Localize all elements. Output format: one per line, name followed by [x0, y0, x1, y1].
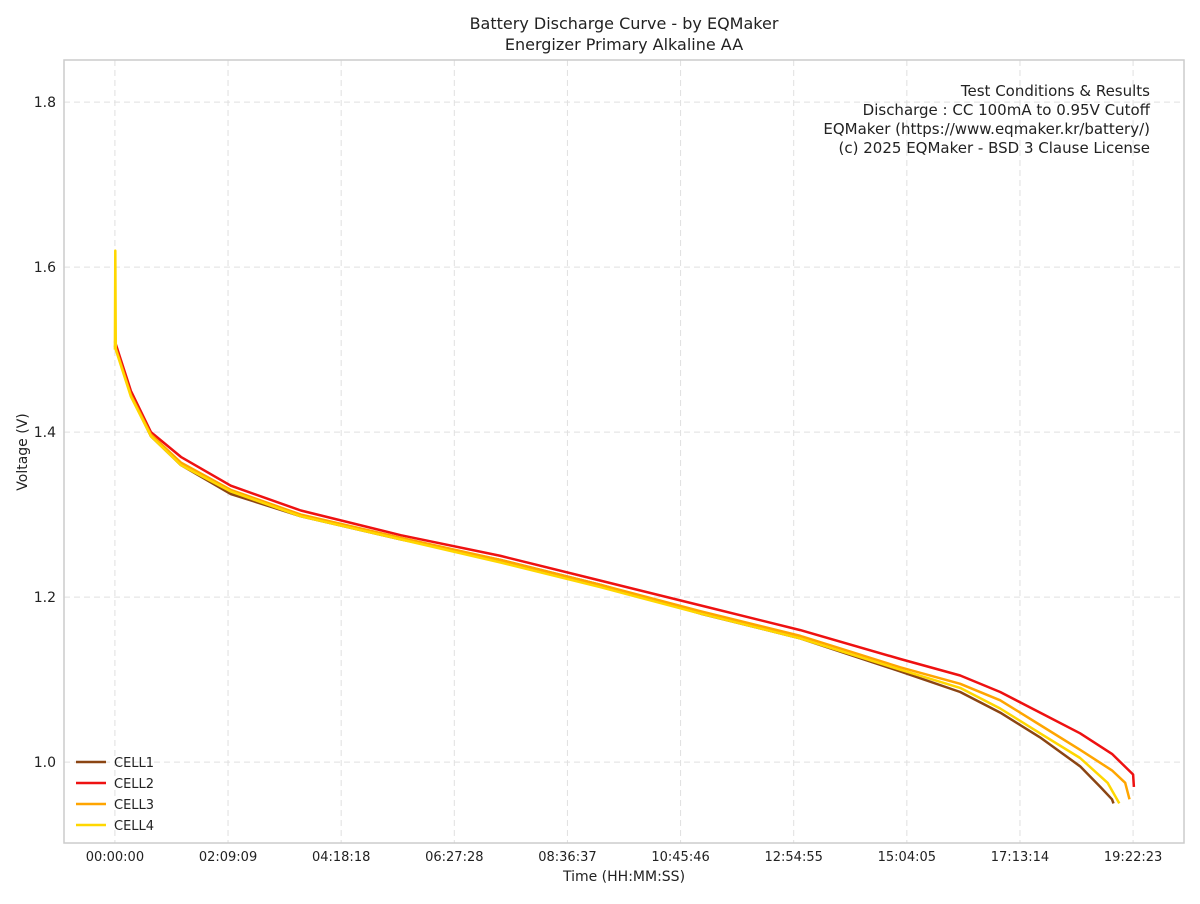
- x-axis-label: Time (HH:MM:SS): [562, 869, 685, 885]
- x-tick-label: 19:22:23: [1104, 850, 1162, 865]
- series-line: [113, 341, 1136, 787]
- x-tick-label: 00:00:00: [86, 850, 144, 865]
- plot-frame: [63, 59, 1185, 844]
- y-tick-label: 1.4: [34, 425, 56, 441]
- chart-subtitle: Energizer Primary Alkaline AA: [505, 35, 743, 54]
- x-tick-label: 06:27:28: [425, 850, 483, 865]
- y-axis-label: Voltage (V): [15, 413, 31, 490]
- annotation: Discharge : CC 100mA to 0.95V Cutoff: [863, 101, 1151, 119]
- y-tick-label: 1.8: [34, 95, 56, 111]
- annotation: EQMaker (https://www.eqmaker.kr/battery/…: [823, 120, 1150, 138]
- y-tick-label: 1.0: [34, 755, 56, 771]
- x-tick-label: 10:45:46: [651, 850, 709, 865]
- x-tick-label: 15:04:05: [878, 850, 936, 865]
- legend-label: CELL1: [114, 756, 154, 771]
- chart-title: Battery Discharge Curve - by EQMaker: [470, 14, 779, 33]
- x-tick-label: 04:18:18: [312, 850, 370, 865]
- legend-label: CELL4: [114, 819, 154, 834]
- series-line: [113, 345, 1131, 800]
- legend-label: CELL2: [114, 777, 154, 792]
- y-tick-label: 1.6: [34, 260, 56, 276]
- annotation: (c) 2025 EQMaker - BSD 3 Clause License: [839, 139, 1150, 157]
- y-tick-label: 1.2: [34, 590, 56, 606]
- x-tick-label: 02:09:09: [199, 850, 257, 865]
- x-tick-label: 17:13:14: [991, 850, 1049, 865]
- x-tick-label: 12:54:55: [764, 850, 822, 865]
- annotation: Test Conditions & Results: [960, 82, 1150, 100]
- series-line: [113, 249, 1121, 805]
- legend-label: CELL3: [114, 798, 154, 813]
- x-tick-label: 08:36:37: [538, 850, 596, 865]
